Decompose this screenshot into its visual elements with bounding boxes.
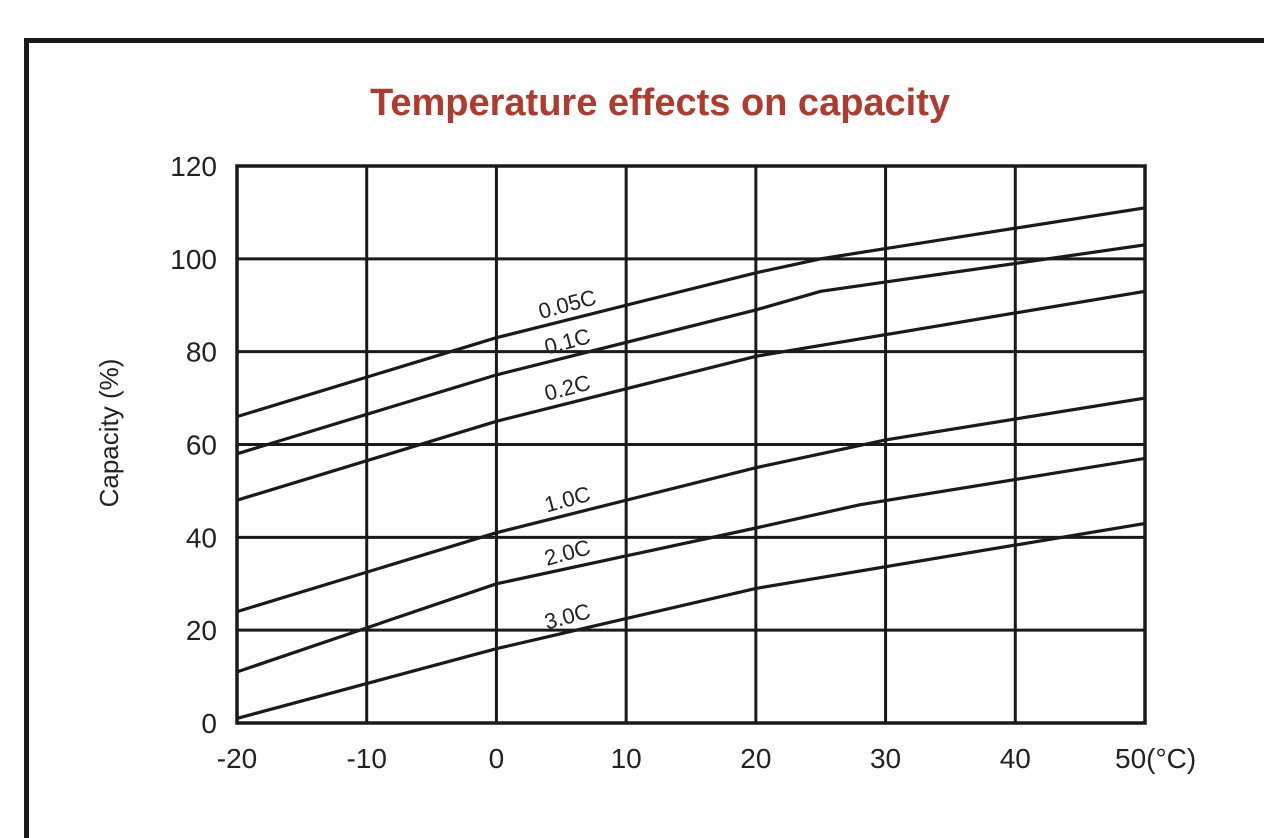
y-tick-label: 100 <box>170 244 217 275</box>
y-tick-label: 120 <box>170 151 217 182</box>
y-tick-label: 80 <box>186 337 217 368</box>
series-line-2 <box>236 289 1146 502</box>
series-line-5 <box>236 521 1146 720</box>
x-tick-label: 10 <box>611 743 642 774</box>
series-line-1 <box>236 243 1146 456</box>
y-tick-label: 20 <box>186 615 217 646</box>
x-tick-label: 20 <box>740 743 771 774</box>
y-tick-label: 40 <box>186 522 217 553</box>
tick-labels: -20 -10 0 10 20 30 40 50(°C) 0 20 40 60 80 100 120 <box>170 151 1196 774</box>
y-axis-label: Capacity (%) <box>94 359 124 508</box>
chart-title: Temperature effects on capacity <box>369 82 951 124</box>
x-tick-label: 0 <box>489 743 505 774</box>
y-tick-label: 60 <box>186 430 217 461</box>
y-tick-label: 0 <box>201 708 217 739</box>
x-tick-label: -20 <box>217 743 257 774</box>
series-line-3 <box>236 396 1146 614</box>
x-tick-label: 30 <box>870 743 901 774</box>
chart-frame <box>24 38 1264 838</box>
x-tick-label: 50(°C) <box>1115 743 1196 774</box>
x-tick-label: 40 <box>1000 743 1031 774</box>
series-label-0: 0.05C <box>536 285 599 324</box>
series-line-4 <box>236 456 1146 674</box>
x-tick-label: -10 <box>346 743 386 774</box>
series-line-0 <box>236 206 1146 419</box>
grid <box>235 164 1147 725</box>
